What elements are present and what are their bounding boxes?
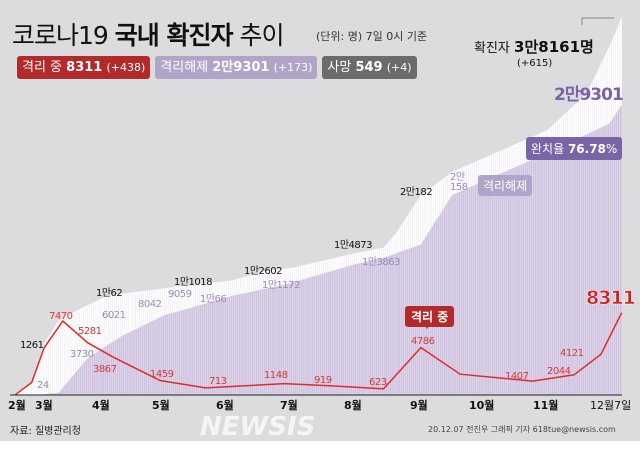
recovery-label: 완치율 [531,142,565,156]
title-light: 코로나19 [12,21,109,50]
released-label: 3730 [70,349,94,360]
isolated-label: 623 [369,377,387,388]
badge-label: 격리해제 [160,60,209,75]
released-label: 2만158 [450,172,468,193]
total-delta: (+615) [517,58,553,69]
total-label: 1만62 [96,288,123,299]
total-value: 3만8161명 [514,38,594,56]
badge-delta: (+4) [386,61,412,74]
recovery-value: 76.78 [567,142,606,156]
released-label: 24 [37,380,49,391]
isolated-badge: 격리 중 8311 (+438) [17,56,151,79]
isolated-label: 713 [209,376,227,387]
released-label: 1만1172 [262,280,301,291]
recovery-unit: % [605,142,618,156]
death-badge: 사망 549 (+4) [322,56,417,79]
total-confirmed: 확진자 3만8161명 [474,36,594,57]
x-tick: 10월 [469,399,495,412]
isolated-label: 4786 [411,336,435,347]
newsis-watermark: NEWSIS [200,412,316,442]
badge-value: 8311 [66,60,103,75]
badge-delta: (+438) [106,61,146,74]
badge-value: 2만9301 [212,60,270,75]
x-tick: 3월 [35,399,53,412]
total-leader-line [581,17,614,25]
released-label: 1만66 [200,294,227,305]
isolated-end-label: 8311 [586,287,636,310]
x-tick: 8월 [344,399,362,412]
x-tick: 2월 [8,399,26,412]
isolated-label: 1407 [505,371,529,382]
total-label: 1만2602 [244,266,283,277]
released-callout: 격리해제 [478,175,533,196]
source: 자료: 질병관리청 [10,426,81,437]
isolated-label: 7470 [49,311,73,322]
page-title: 코로나19 국내 확진자 추이 [12,16,284,52]
isolated-label: 3867 [93,364,117,375]
badge-label: 격리 중 [22,60,63,75]
released-area [15,104,622,396]
isolated-label: 2044 [547,366,571,377]
released-label: 1만3863 [362,257,401,268]
x-tick: 5월 [152,399,170,412]
total-label: 1만4873 [334,240,373,251]
released-end-label: 2만9301 [554,85,624,105]
total-label-text: 확진자 [474,41,510,56]
title-tail: 추이 [239,21,284,50]
title-bold: 국내 확진자 [114,21,234,50]
unit-note: (단위: 명) 7일 0시 기준 [316,30,428,43]
badge-label: 사망 [327,60,352,75]
isolated-label: 4121 [560,348,584,359]
x-tick: 6월 [216,399,234,412]
total-label: 2만182 [400,187,433,198]
isolated-label: 1148 [264,370,288,381]
x-tick: 7월 [280,399,298,412]
released-label: 6021 [102,310,126,321]
x-tick: 9월 [410,399,428,412]
total-label: 1만1018 [174,277,213,288]
x-tick: 11월 [533,399,559,412]
isolated-label: 919 [314,375,332,386]
isolated-label: 1459 [150,369,174,380]
summary-badges: 격리 중 8311 (+438) 격리해제 2만9301 (+173) 사망 5… [17,56,417,79]
x-tick: 12월7일 [590,399,632,412]
badge-value: 549 [355,60,383,75]
released-badge: 격리해제 2만9301 (+173) [155,56,318,79]
released-label: 9059 [168,289,192,300]
credit: 20.12.07 전진우 그래픽 기자 618tue@newsis.com [428,425,616,434]
total-label: 1261 [20,340,44,351]
isolated-line [14,312,623,396]
recovery-rate-badge: 완치율 76.78% [526,137,623,160]
isolated-label: 5281 [78,326,102,337]
released-label: 8042 [138,299,162,310]
badge-delta: (+173) [273,61,313,74]
x-tick: 4월 [92,399,110,412]
isolated-callout: 격리 중 [405,306,455,327]
